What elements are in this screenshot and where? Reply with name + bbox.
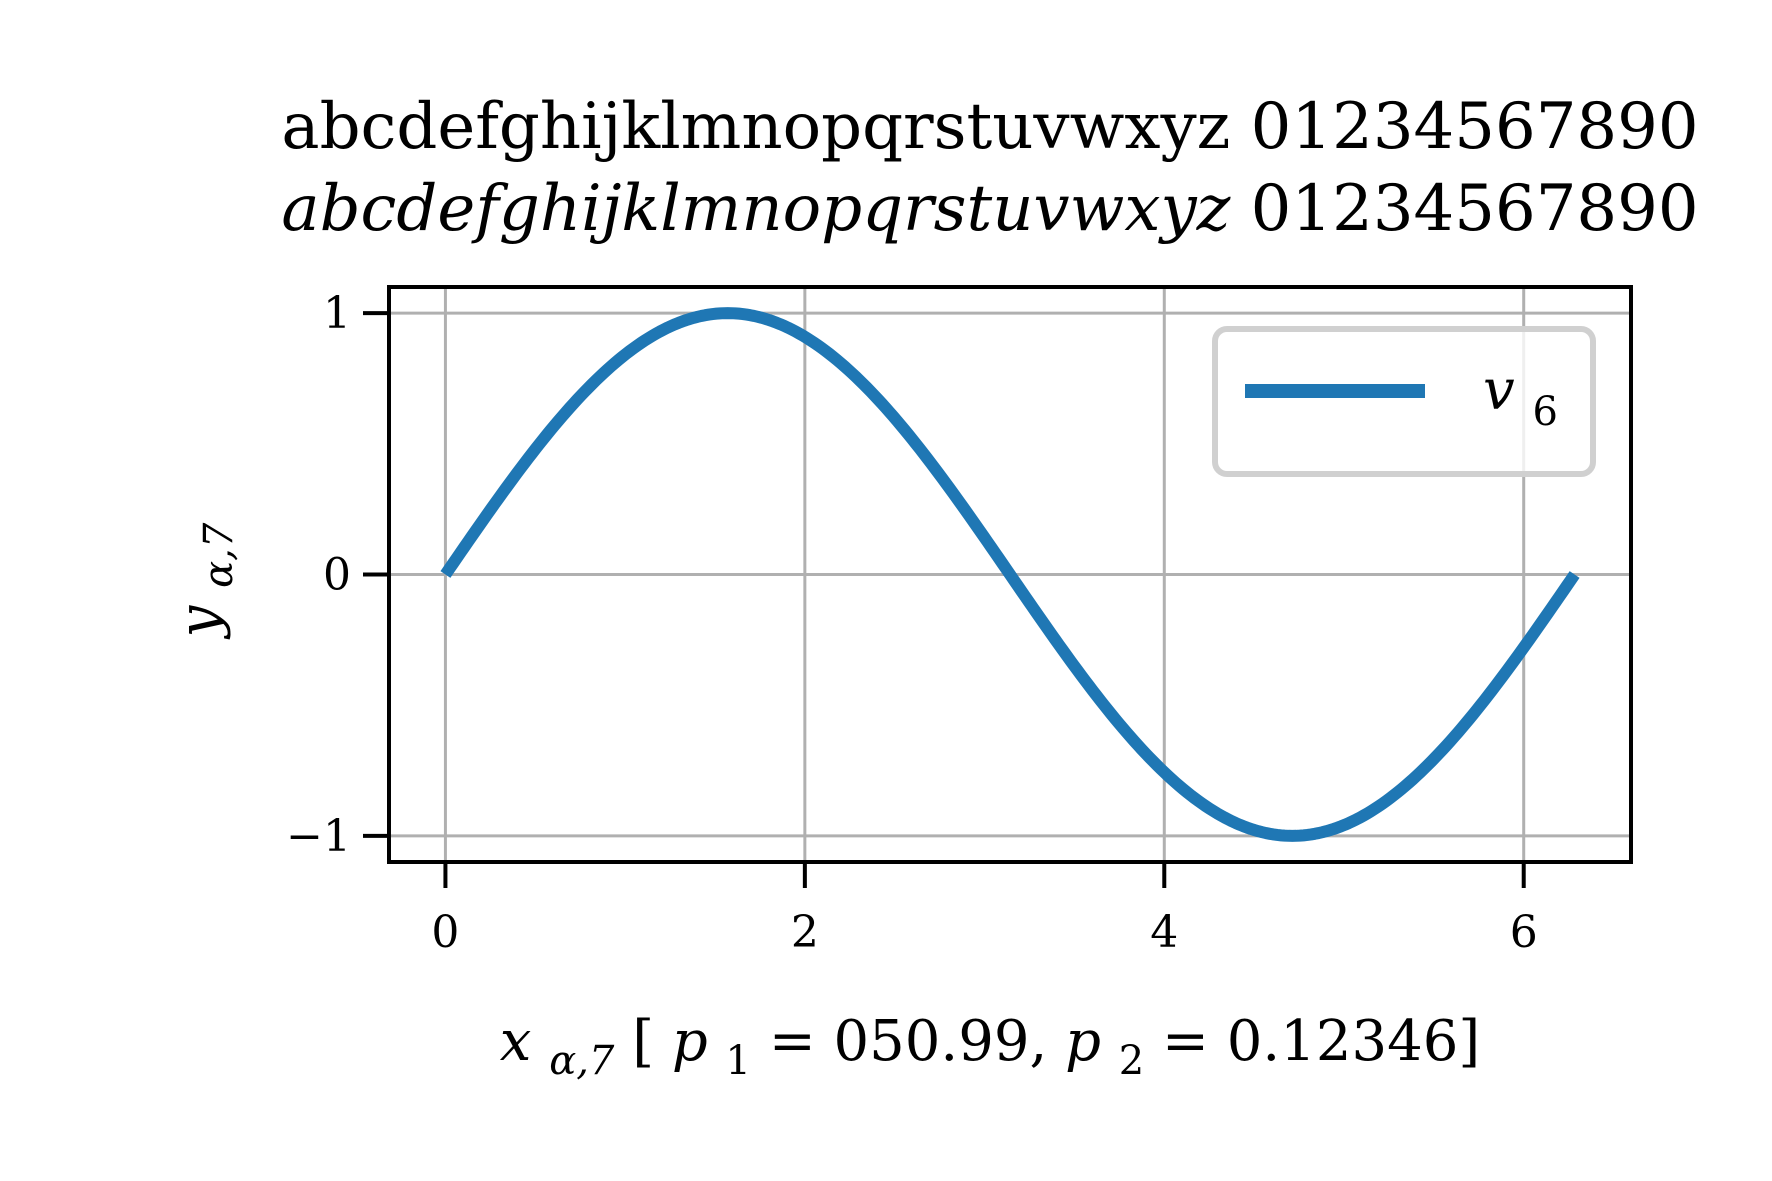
ticks: 0 2 4 6 −1 0 1 — [286, 288, 1538, 958]
xlabel-text3: = 0.12346] — [1162, 1009, 1480, 1074]
legend-label-var: v — [1483, 358, 1515, 423]
xlabel-sub: α,7 — [549, 1038, 615, 1084]
legend-label: v 6 — [1483, 358, 1558, 435]
xlabel-p2-sub: 2 — [1119, 1038, 1144, 1084]
y-tick-label-1: 0 — [323, 550, 351, 601]
x-tick-label-3: 6 — [1510, 907, 1538, 958]
xlabel-p1-sub: 1 — [726, 1038, 751, 1084]
xlabel-text2: = 050.99, — [769, 1009, 1065, 1074]
y-tick-label-0: −1 — [286, 811, 351, 862]
ylabel-sub: α,7 — [196, 522, 242, 588]
chart-title: abcdefghijklmnopqrstuvwxyz 01234567890 a… — [281, 90, 1698, 246]
title-line-2-digits: 01234567890 — [1251, 172, 1699, 246]
x-axis-label: x α,7 [ p 1 = 050.99, p 2 = 0.12346] — [500, 1009, 1480, 1088]
title-line-2-italic: abcdefghijklmnopqrstuvwxyz — [281, 172, 1231, 246]
title-line-1: abcdefghijklmnopqrstuvwxyz 01234567890 — [281, 90, 1698, 164]
x-tick-label-2: 4 — [1150, 907, 1178, 958]
legend: v 6 — [1212, 326, 1596, 477]
series-layer — [440, 307, 1580, 842]
y-tick-label-2: 1 — [323, 288, 351, 339]
xlabel-text1: [ — [632, 1009, 654, 1074]
title-line-2: abcdefghijklmnopqrstuvwxyz 01234567890 — [281, 172, 1698, 246]
legend-label-sub: 6 — [1532, 389, 1557, 435]
x-tick-label-1: 2 — [791, 907, 819, 958]
xlabel-var: x — [500, 1009, 532, 1074]
ylabel-var: y — [167, 604, 232, 640]
legend-box — [1212, 326, 1596, 477]
y-axis-label: y α,7 — [167, 522, 242, 640]
xlabel-p2: p — [1065, 1009, 1101, 1074]
xlabel-p1: p — [672, 1009, 708, 1074]
series-line-0 — [440, 307, 1580, 842]
x-tick-label-0: 0 — [431, 907, 459, 958]
